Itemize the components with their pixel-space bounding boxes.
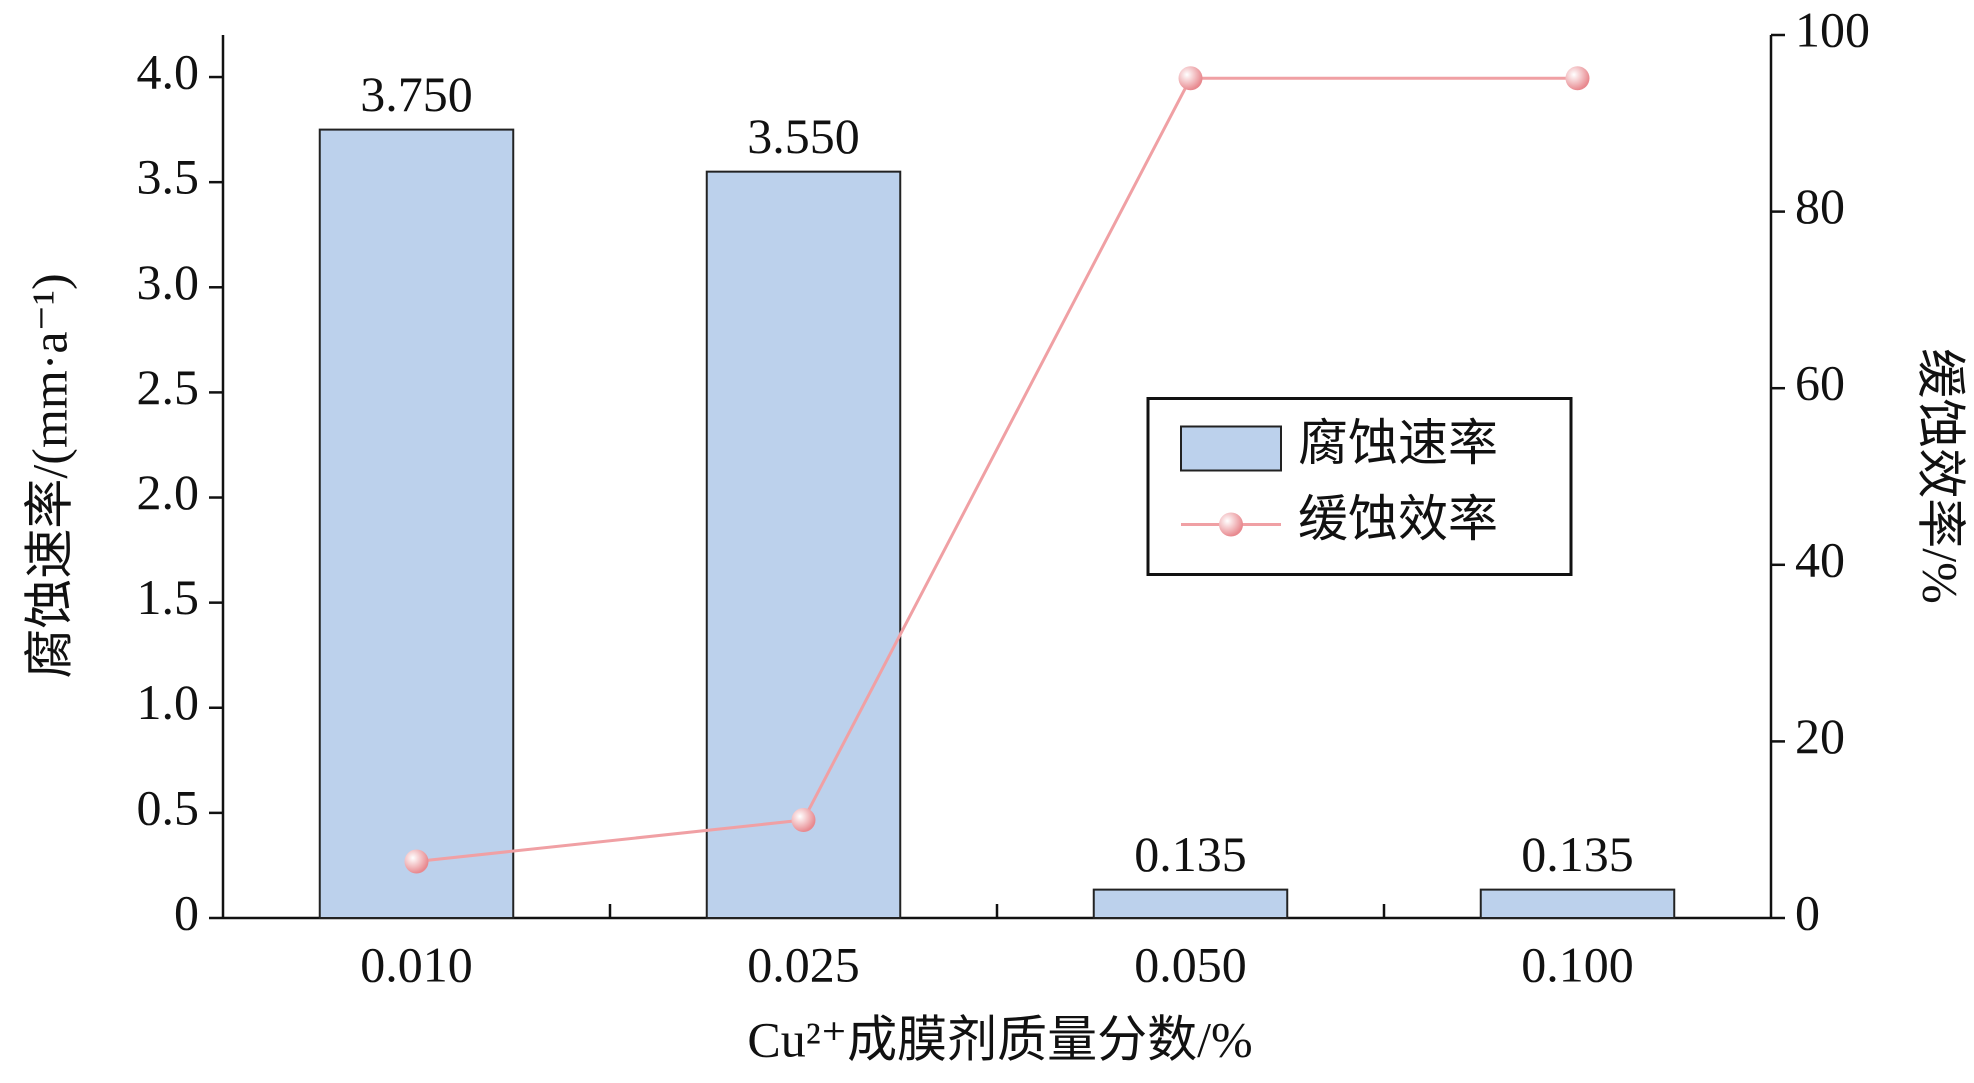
bar (1092, 888, 1289, 920)
y-axis-title: 腐蚀速率/(mm·a⁻¹) (21, 273, 77, 678)
line-marker (1178, 66, 1203, 91)
bar-value-label: 3.750 (360, 66, 473, 122)
y-tick-label: 1.5 (137, 569, 200, 625)
y2-tick-label: 80 (1795, 178, 1845, 234)
line (416, 76, 1578, 863)
x-tick-label: 0.010 (360, 936, 473, 992)
y-tick-label: 3.5 (137, 149, 200, 205)
bar-value-label: 0.135 (1521, 826, 1634, 882)
y-tick-label: 0 (174, 884, 199, 940)
y-tick-label: 2.0 (137, 464, 200, 520)
legend-box (1146, 397, 1573, 576)
y2-tick-label: 60 (1795, 355, 1845, 411)
y-tick-label: 0.5 (137, 779, 200, 835)
line-marker (791, 807, 816, 832)
y-tick-label: 2.5 (137, 359, 200, 415)
legend-label: 缓蚀效率 (1298, 491, 1498, 547)
y2-tick-label: 100 (1795, 1, 1870, 57)
bar-value-label: 3.550 (747, 108, 860, 164)
x-tick-label: 0.050 (1134, 936, 1247, 992)
y-tick-label: 4.0 (137, 44, 200, 100)
bar-value-label: 0.135 (1134, 826, 1247, 882)
line-marker (1565, 66, 1590, 91)
legend-swatch (1180, 425, 1282, 472)
bar (1479, 888, 1676, 920)
y2-tick-label: 40 (1795, 531, 1845, 587)
y2-axis-title: 缓蚀效率/% (1913, 348, 1969, 604)
bar (318, 128, 515, 920)
x-axis-title: Cu²⁺成膜剂质量分数/% (747, 1011, 1252, 1067)
line-marker (404, 849, 429, 874)
x-tick-label: 0.025 (747, 936, 860, 992)
legend-marker (1219, 512, 1243, 537)
y-tick-label: 1.0 (137, 674, 200, 730)
y-tick-label: 3.0 (137, 254, 200, 310)
x-tick-label: 0.100 (1521, 936, 1634, 992)
legend-label: 腐蚀速率 (1298, 415, 1498, 471)
y2-tick-label: 20 (1795, 708, 1845, 764)
bar (705, 170, 902, 919)
y2-tick-label: 0 (1795, 884, 1820, 940)
